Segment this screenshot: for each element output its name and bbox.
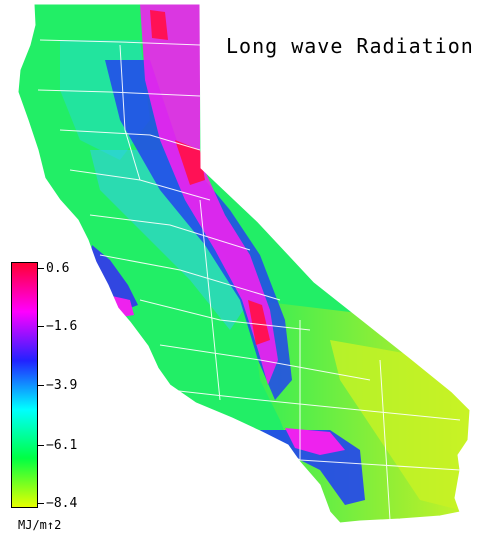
map-title: Long wave Radiation [226, 34, 474, 58]
colorbar-tick [38, 445, 44, 446]
colorbar-label: −3.9 [46, 378, 78, 393]
colorbar [11, 262, 38, 508]
county-boundaries [37, 39, 461, 521]
colorbar-tick [38, 503, 44, 504]
colorbar-label-max: 0.6 [46, 261, 70, 276]
sierra-blue-band [105, 60, 292, 400]
colorbar-label: −1.6 [46, 319, 78, 334]
sierra-magenta-crest [140, 4, 278, 385]
colorbar-tick [38, 268, 44, 269]
colorbar-label: −6.1 [46, 438, 78, 453]
colorbar-tick [38, 326, 44, 327]
colorbar-unit: MJ/m↑2 [18, 518, 62, 532]
colorbar-label-min: −8.4 [46, 496, 78, 511]
colorbar-tick [38, 385, 44, 386]
central-valley-cyan [90, 150, 250, 330]
sierra-red-peaks [150, 10, 270, 345]
coast-range-blue [90, 245, 138, 312]
